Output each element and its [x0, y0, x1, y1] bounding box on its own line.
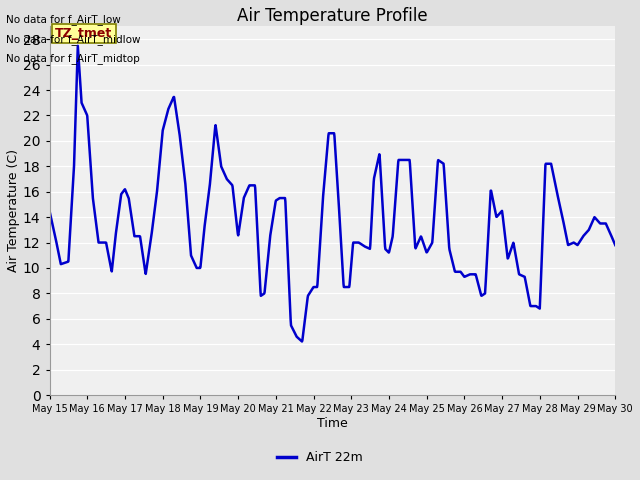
Legend: AirT 22m: AirT 22m — [272, 446, 368, 469]
Y-axis label: Air Temperature (C): Air Temperature (C) — [7, 149, 20, 272]
Text: No data for f_AirT_low: No data for f_AirT_low — [6, 14, 121, 25]
X-axis label: Time: Time — [317, 417, 348, 430]
Text: TZ_tmet: TZ_tmet — [55, 27, 113, 40]
Text: No data for f_AirT_midtop: No data for f_AirT_midtop — [6, 53, 140, 64]
Text: No data for f_AirT_midlow: No data for f_AirT_midlow — [6, 34, 141, 45]
Title: Air Temperature Profile: Air Temperature Profile — [237, 7, 428, 25]
